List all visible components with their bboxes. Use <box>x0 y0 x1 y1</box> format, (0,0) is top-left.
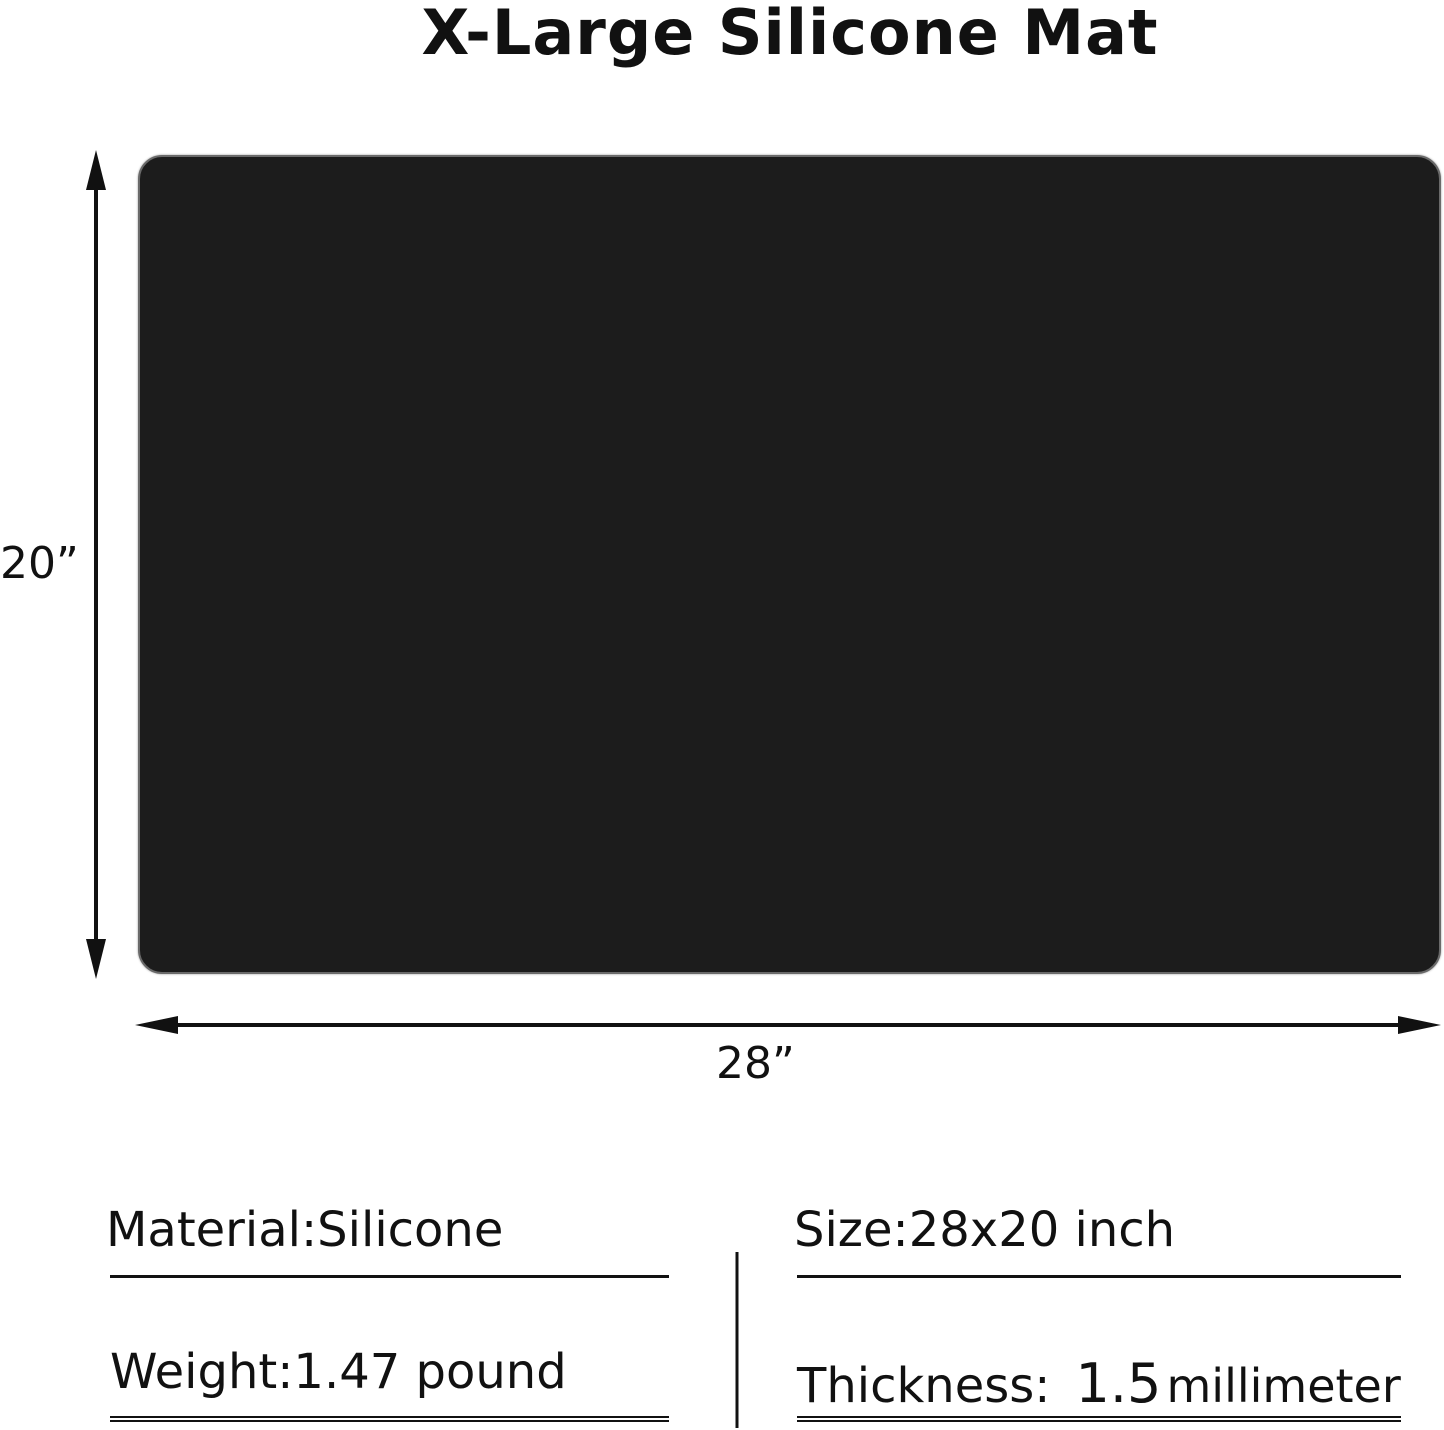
width-label: 28” <box>716 1038 795 1089</box>
page-title: X-Large Silicone Mat <box>421 0 1159 69</box>
material-underline <box>110 1275 669 1278</box>
width-arrow <box>135 1016 1441 1034</box>
thickness-value: 1.5 <box>1075 1352 1162 1415</box>
height-arrow <box>86 150 106 979</box>
size-underline <box>797 1275 1401 1278</box>
silicone-mat-image <box>138 155 1441 974</box>
spec-thickness: Thickness: 1.5 millimeter <box>797 1352 1401 1415</box>
thickness-unit: millimeter <box>1166 1359 1401 1413</box>
spec-size: Size:28x20 inch <box>794 1202 1176 1258</box>
weight-underline <box>110 1416 669 1422</box>
thickness-label: Thickness: <box>797 1358 1051 1414</box>
spec-weight: Weight:1.47 pound <box>110 1344 567 1400</box>
thickness-underline <box>797 1416 1401 1422</box>
spec-material: Material:Silicone <box>106 1202 504 1258</box>
height-label: 20” <box>0 538 79 589</box>
